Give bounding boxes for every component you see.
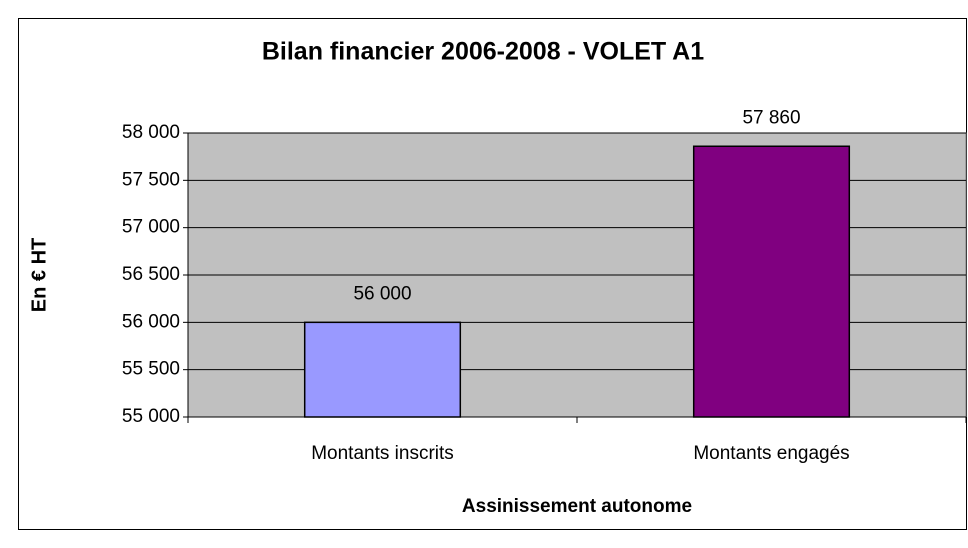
- x-axis-title: Assinissement autonome: [462, 496, 692, 517]
- data-label: 56 000: [353, 283, 411, 304]
- y-axis-title: En € HT: [28, 238, 50, 312]
- x-tick-label: Montants engagés: [693, 443, 849, 464]
- chart-title: Bilan financier 2006-2008 - VOLET A1: [262, 38, 704, 66]
- data-label: 57 860: [742, 107, 800, 128]
- bar: [303, 321, 462, 418]
- y-tick-label: 56 500: [122, 264, 180, 285]
- y-tick-label: 57 000: [122, 217, 180, 238]
- x-tick-label: Montants inscrits: [311, 443, 454, 464]
- y-tick-label: 56 000: [122, 311, 180, 332]
- y-tick-label: 58 000: [122, 122, 180, 143]
- y-tick-label: 57 500: [122, 169, 180, 190]
- y-tick-label: 55 500: [122, 359, 180, 380]
- y-tick-label: 55 000: [122, 406, 180, 427]
- bar: [692, 145, 851, 418]
